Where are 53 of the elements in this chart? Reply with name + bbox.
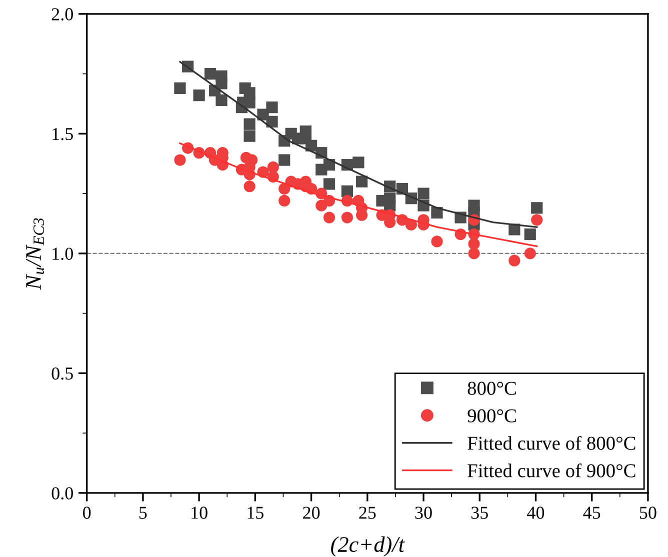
line-series	[179, 142, 538, 248]
y-tick-label: 2.0	[52, 8, 73, 20]
point	[278, 194, 290, 207]
point	[341, 212, 354, 224]
point	[216, 94, 228, 106]
y-tick-label: 0.0	[52, 487, 73, 500]
x-tick-label: 0	[83, 506, 91, 519]
legend-label: Fitted curve of 800°C	[468, 436, 636, 450]
point	[244, 130, 256, 142]
x-axis-title: (2c+d)/t	[331, 536, 405, 557]
point	[524, 228, 536, 240]
point	[323, 178, 336, 190]
x-tick-label: 25	[359, 506, 376, 519]
point	[266, 116, 278, 128]
point	[531, 214, 543, 226]
legend-label: Fitted curve of 900°C	[468, 463, 636, 478]
y-tick-label: 0.5	[52, 367, 73, 380]
x-tick-label: 10	[192, 506, 208, 519]
point	[244, 96, 256, 108]
point	[174, 154, 186, 166]
point	[356, 176, 368, 188]
point	[266, 102, 278, 114]
point	[531, 202, 543, 214]
y-tick-label: 1.0	[52, 248, 73, 260]
point	[468, 238, 480, 250]
point	[267, 161, 279, 174]
point	[278, 154, 290, 166]
legend-label: 900°C	[468, 409, 516, 422]
point	[174, 82, 186, 94]
point	[352, 156, 364, 168]
point	[244, 118, 256, 130]
y-axis-title: N$_{u}$/N$_{EC3}$	[26, 218, 44, 290]
x-tick-label: 30	[415, 506, 432, 519]
point	[431, 206, 443, 219]
point	[524, 248, 536, 260]
point	[216, 78, 228, 90]
point	[468, 248, 480, 260]
point	[204, 68, 216, 80]
point	[193, 90, 205, 102]
legend-label: 800°C	[468, 382, 516, 395]
y-tick-label: 1.5	[52, 128, 73, 140]
x-tick-label: 35	[471, 506, 488, 519]
x-tick-label: 45	[583, 506, 600, 519]
point	[431, 236, 443, 248]
x-tick-label: 15	[248, 506, 264, 519]
point	[323, 212, 336, 224]
x-tick-label: 50	[640, 506, 656, 519]
x-tick-label: 40	[527, 506, 544, 519]
point	[418, 188, 430, 200]
point	[244, 180, 256, 192]
point	[508, 254, 520, 266]
x-tick-label: 20	[303, 506, 320, 519]
x-tick-label: 5	[139, 506, 147, 519]
